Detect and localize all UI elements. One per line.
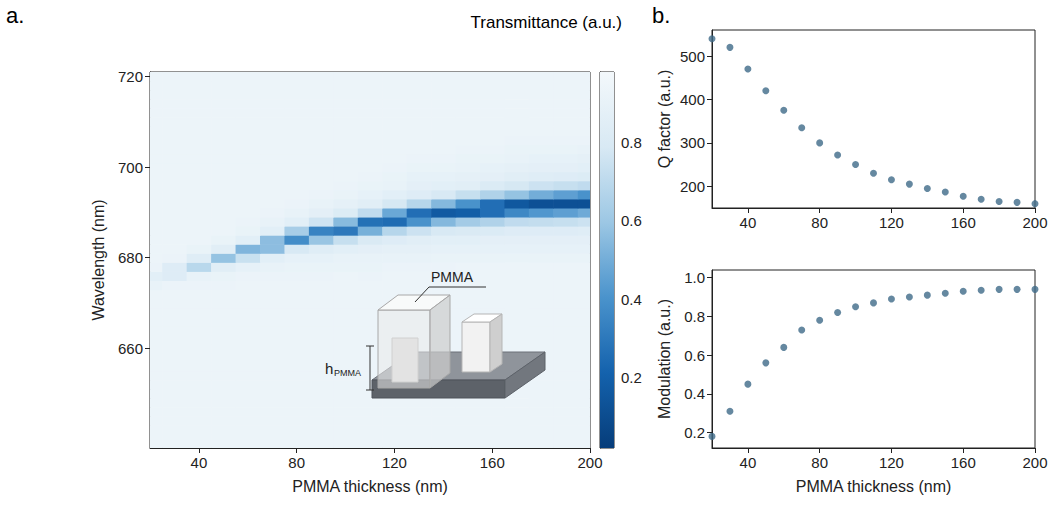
svg-text:400: 400: [680, 91, 705, 108]
svg-text:0.6: 0.6: [621, 212, 642, 229]
svg-text:1.0: 1.0: [684, 269, 705, 286]
svg-text:300: 300: [680, 134, 705, 151]
svg-text:500: 500: [680, 48, 705, 65]
svg-text:0.6: 0.6: [684, 347, 705, 364]
svg-text:Wavelength (nm): Wavelength (nm): [90, 199, 107, 320]
svg-text:120: 120: [382, 454, 407, 471]
svg-text:160: 160: [951, 214, 976, 231]
svg-text:Transmittance (a.u.): Transmittance (a.u.): [471, 13, 622, 32]
svg-text:0.2: 0.2: [621, 369, 642, 386]
svg-text:720: 720: [118, 68, 143, 85]
svg-text:160: 160: [951, 454, 976, 471]
svg-text:0.2: 0.2: [684, 424, 705, 441]
svg-text:0.4: 0.4: [684, 385, 705, 402]
svg-text:0.8: 0.8: [684, 308, 705, 325]
svg-text:120: 120: [879, 454, 904, 471]
svg-text:Modulation (a.u.): Modulation (a.u.): [656, 299, 673, 419]
svg-text:0.4: 0.4: [621, 291, 642, 308]
svg-text:0.8: 0.8: [621, 134, 642, 151]
svg-text:660: 660: [118, 340, 143, 357]
svg-text:40: 40: [740, 214, 757, 231]
svg-text:80: 80: [288, 454, 305, 471]
svg-text:160: 160: [480, 454, 505, 471]
svg-text:80: 80: [811, 214, 828, 231]
svg-text:80: 80: [811, 454, 828, 471]
svg-text:h: h: [325, 360, 333, 377]
svg-text:120: 120: [879, 214, 904, 231]
svg-text:200: 200: [577, 454, 602, 471]
svg-text:680: 680: [118, 249, 143, 266]
svg-text:700: 700: [118, 159, 143, 176]
svg-text:200: 200: [680, 178, 705, 195]
svg-text:b.: b.: [652, 3, 670, 28]
svg-text:PMMA: PMMA: [334, 368, 361, 378]
svg-text:PMMA thickness (nm): PMMA thickness (nm): [796, 478, 952, 495]
svg-text:40: 40: [740, 454, 757, 471]
svg-text:PMMA thickness (nm): PMMA thickness (nm): [292, 478, 448, 495]
svg-text:200: 200: [1022, 214, 1047, 231]
svg-text:a.: a.: [6, 3, 24, 28]
svg-text:Q factor (a.u.): Q factor (a.u.): [656, 70, 673, 169]
svg-text:40: 40: [191, 454, 208, 471]
svg-text:200: 200: [1022, 454, 1047, 471]
svg-text:PMMA: PMMA: [431, 269, 474, 285]
